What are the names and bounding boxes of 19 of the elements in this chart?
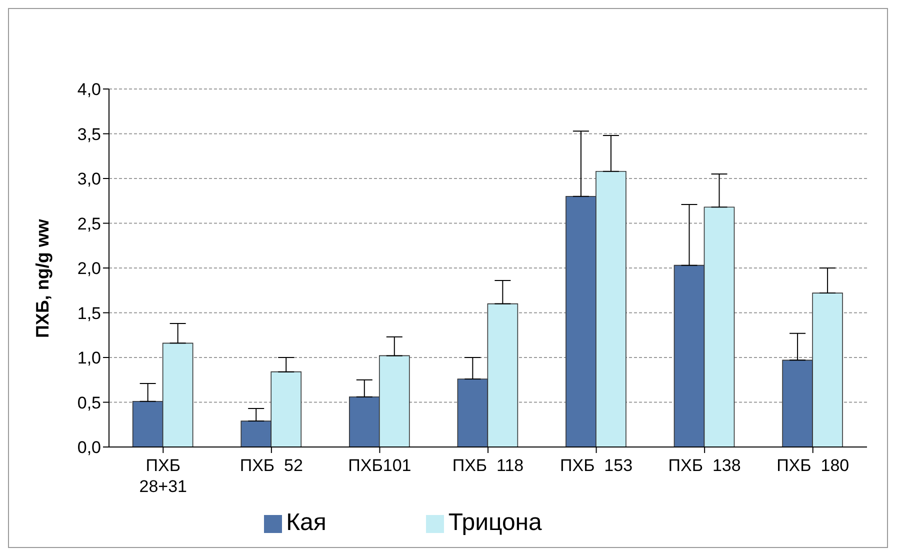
y-tick-label: 4,0 (77, 80, 101, 100)
y-tick-label: 2,5 (77, 214, 101, 234)
y-tick-label: 0,0 (77, 438, 101, 458)
y-tick-label: 1,0 (77, 348, 101, 368)
y-tick-label: 2,0 (77, 259, 101, 278)
y-axis-title: ПХБ, ng/g ww (32, 218, 52, 338)
y-tick-label: 3,5 (77, 124, 101, 144)
legend-label: Кая (286, 509, 326, 536)
x-tick-label: ПХБ 118 (452, 456, 524, 475)
x-tick-label: ПХБ 52 (240, 456, 303, 475)
legend-label: Трицона (448, 509, 542, 536)
y-tick-label: 0,5 (77, 393, 101, 412)
x-tick-label: ПХБ 153 (560, 456, 633, 475)
x-tick-label: ПХБ101 (348, 456, 412, 475)
x-tick-label: ПХБ 28+31 (139, 456, 188, 496)
x-tick-label: ПХБ 138 (668, 456, 741, 475)
y-tick-label: 1,5 (77, 304, 101, 323)
y-tick-label: 3,0 (77, 170, 101, 189)
x-tick-label: ПХБ 180 (776, 456, 850, 475)
